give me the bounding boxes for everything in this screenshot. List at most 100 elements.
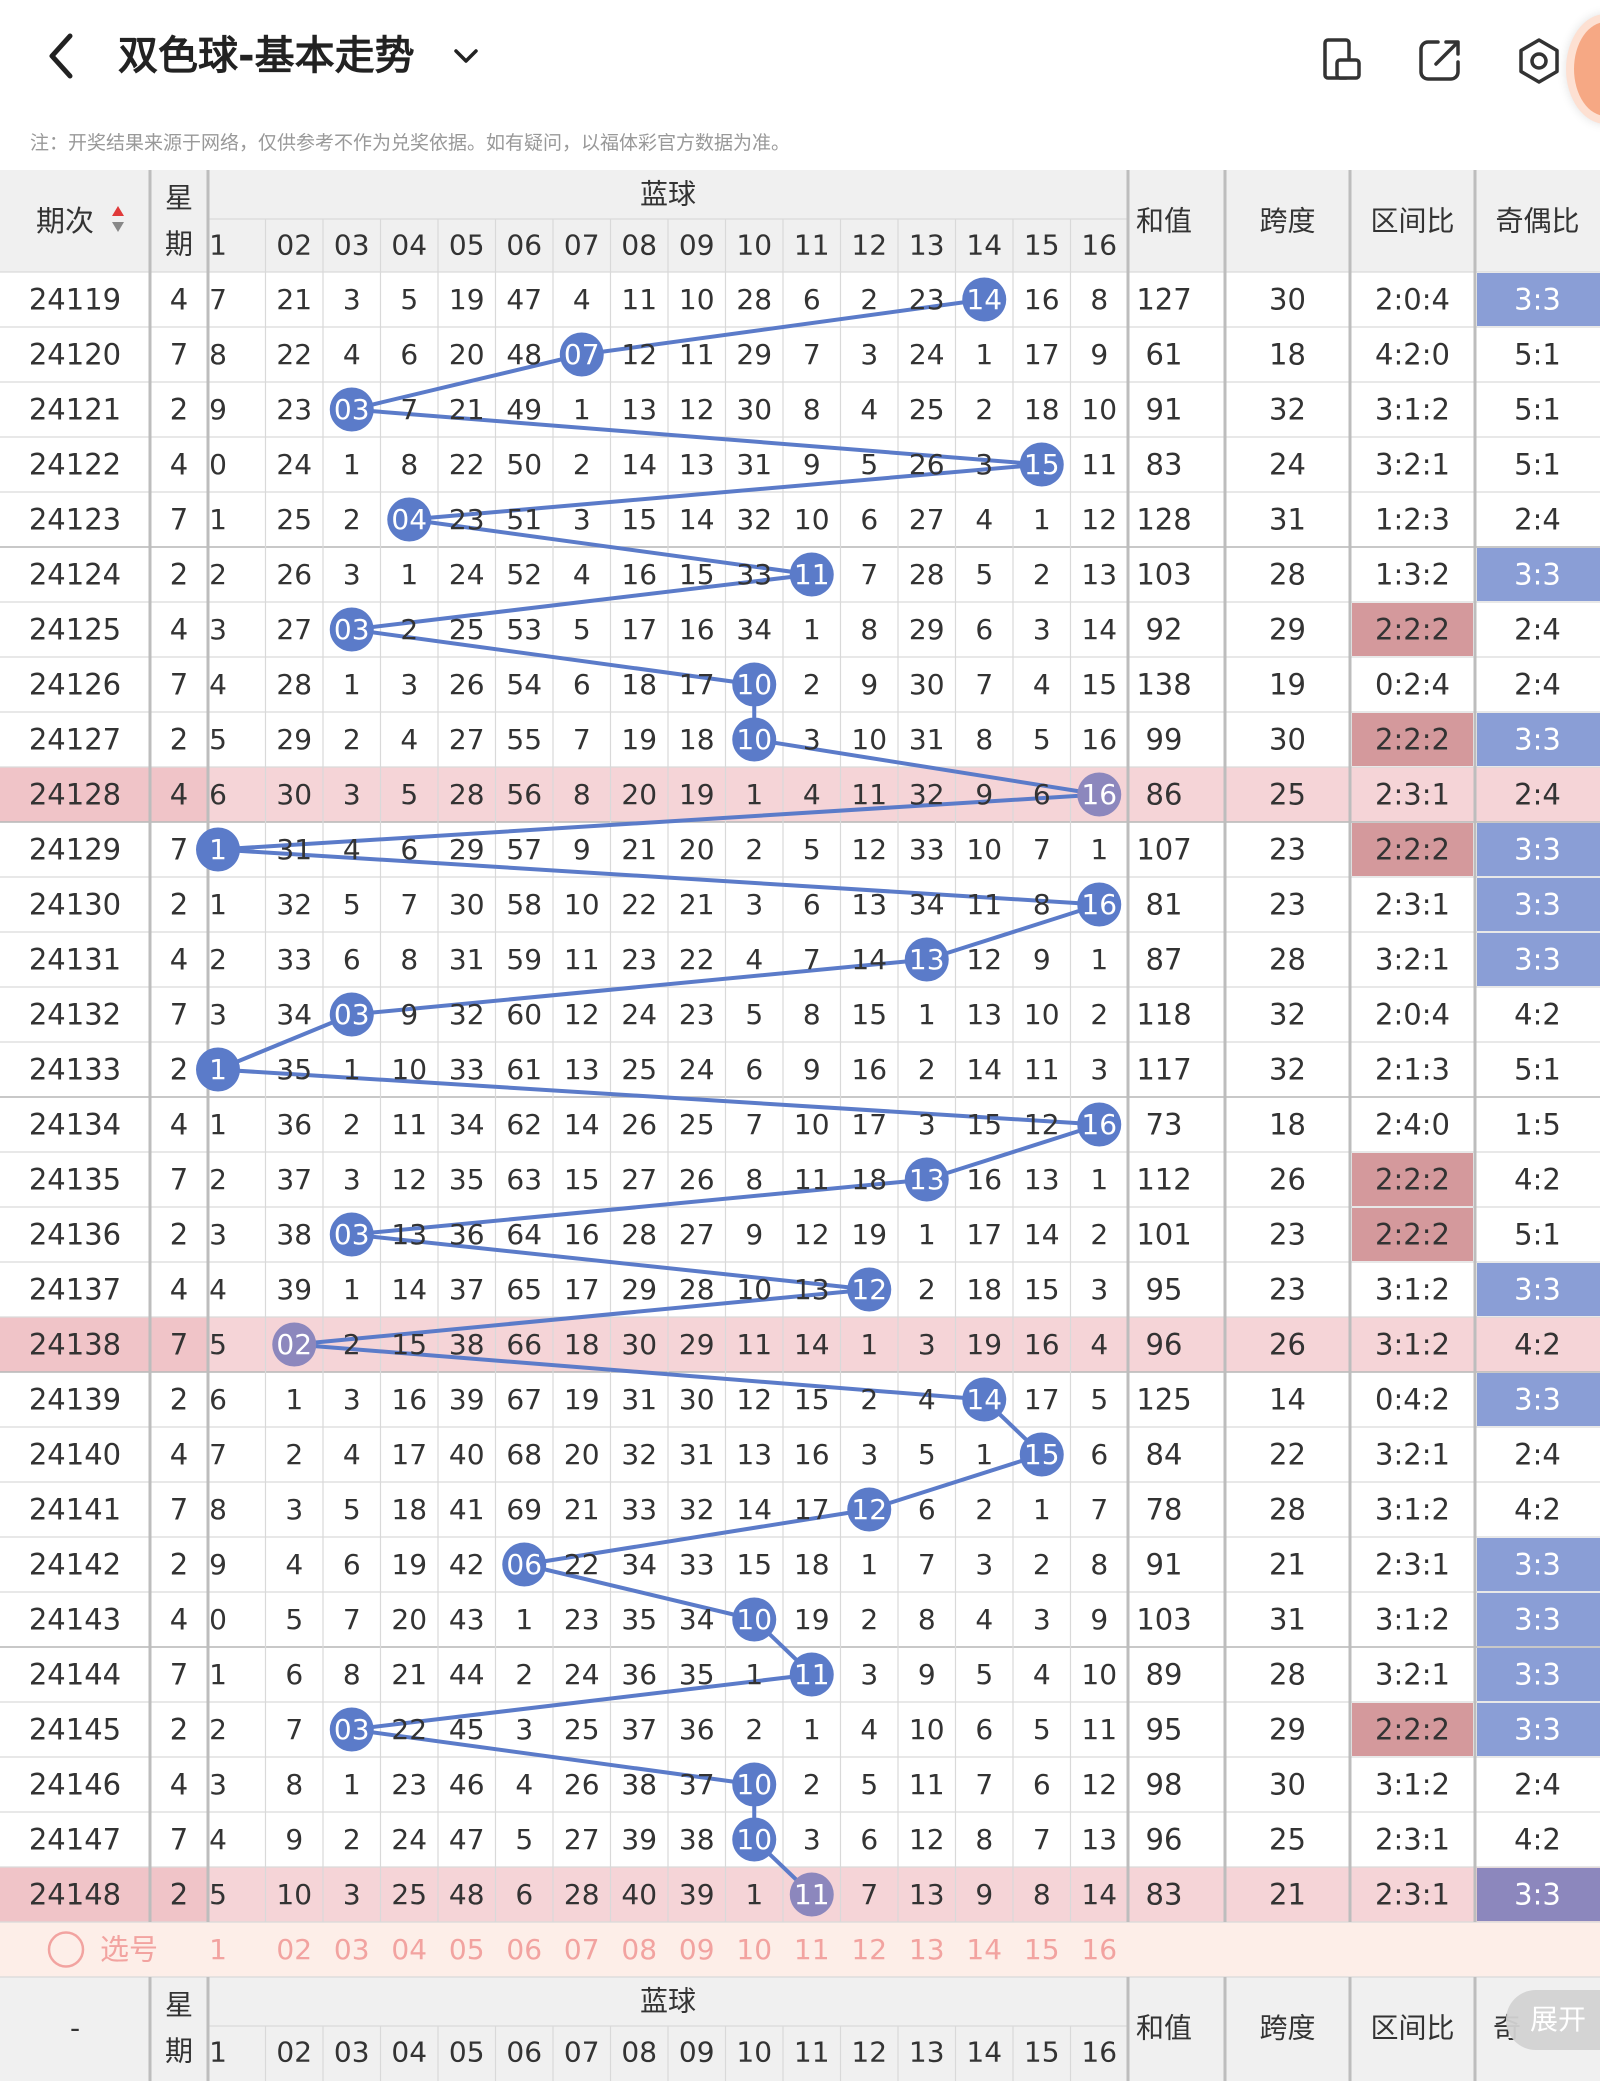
sort-icon[interactable] xyxy=(112,222,124,232)
settings-button[interactable] xyxy=(1512,34,1566,88)
blue-ball-hit-number: 02 xyxy=(276,1328,312,1361)
header-period[interactable]: 期次 xyxy=(36,204,94,238)
period-cell: 24138 xyxy=(29,1328,121,1362)
miss-count-cell: 31 xyxy=(276,833,312,866)
select-blue-number[interactable]: 14 xyxy=(966,1933,1002,1966)
miss-count-cell: 47 xyxy=(506,283,542,316)
span-cell: 14 xyxy=(1269,1383,1306,1417)
miss-count-cell: 9 xyxy=(1090,338,1108,371)
miss-count-cell: 5 xyxy=(803,833,821,866)
miss-count-cell: 2 xyxy=(918,1273,936,1306)
select-blue-number[interactable]: 1 xyxy=(209,1933,227,1966)
miss-count-cell: 5 xyxy=(1090,1383,1108,1416)
blue-ball-hit xyxy=(502,1542,547,1587)
span-cell: 32 xyxy=(1269,393,1306,427)
select-blue-number[interactable]: 10 xyxy=(736,1933,772,1966)
miss-count-cell: 21 xyxy=(621,833,657,866)
select-blue-number[interactable]: 12 xyxy=(851,1933,887,1966)
select-number-label[interactable]: 选号 xyxy=(100,1933,158,1967)
blue-ball-hit xyxy=(962,277,1007,322)
miss-count-cell: 1 xyxy=(1033,1493,1051,1526)
miss-count-cell: 9 xyxy=(400,998,418,1031)
miss-count-cell: 5 xyxy=(343,888,361,921)
title-dropdown-button[interactable] xyxy=(448,38,484,74)
span-cell: 19 xyxy=(1269,668,1306,702)
miss-count-cell: 4 xyxy=(1033,668,1051,701)
select-blue-number[interactable]: 04 xyxy=(391,1933,427,1966)
miss-count-cell: 28 xyxy=(564,1878,600,1911)
blue-ball-hit-number: 11 xyxy=(794,1878,830,1911)
miss-count-cell: 17 xyxy=(391,1438,427,1471)
select-blue-number[interactable]: 03 xyxy=(334,1933,370,1966)
miss-count-cell: 7 xyxy=(860,1878,878,1911)
sort-icon[interactable] xyxy=(112,206,124,216)
miss-count-cell: 5 xyxy=(1033,1713,1051,1746)
miss-count-cell: 7 xyxy=(285,1713,303,1746)
miss-count-cell: 3 xyxy=(860,1658,878,1691)
zone-ratio-cell: 2:2:2 xyxy=(1375,723,1450,757)
miss-count-cell: 13 xyxy=(564,1053,600,1086)
zone-ratio-highlight xyxy=(1352,713,1473,766)
miss-count-cell: 20 xyxy=(391,1603,427,1636)
period-cell: 24120 xyxy=(29,338,121,372)
miss-count-cell: 8 xyxy=(1033,888,1051,921)
select-blue-number[interactable]: 08 xyxy=(621,1933,657,1966)
miss-count-cell: 20 xyxy=(679,833,715,866)
miss-count-cell: 3 xyxy=(918,1108,936,1141)
header-blue-number: 1 xyxy=(209,229,227,262)
select-blue-number[interactable]: 02 xyxy=(276,1933,312,1966)
miss-count-cell: 0 xyxy=(209,448,227,481)
week-cell: 2 xyxy=(170,723,188,757)
period-cell: 24135 xyxy=(29,1163,121,1197)
select-blue-number[interactable]: 11 xyxy=(794,1933,830,1966)
select-blue-number[interactable]: 13 xyxy=(909,1933,945,1966)
select-blue-number[interactable]: 06 xyxy=(506,1933,542,1966)
expand-button[interactable]: 展开 xyxy=(1506,1990,1600,2050)
miss-count-cell: 17 xyxy=(621,613,657,646)
select-blue-number[interactable]: 07 xyxy=(564,1933,600,1966)
miss-count-cell: 1 xyxy=(745,1878,763,1911)
miss-count-cell: 4 xyxy=(400,723,418,756)
miss-count-cell: 19 xyxy=(794,1603,830,1636)
miss-count-cell: 16 xyxy=(1024,283,1060,316)
device-switch-button[interactable] xyxy=(1316,34,1368,86)
miss-count-cell: 19 xyxy=(449,283,485,316)
miss-count-cell: 12 xyxy=(909,1823,945,1856)
oddeven-ratio-cell: 5:1 xyxy=(1514,393,1561,427)
page-title[interactable]: 双色球-基本走势 xyxy=(118,33,415,79)
sum-cell: 91 xyxy=(1146,393,1183,427)
miss-count-cell: 7 xyxy=(860,558,878,591)
miss-count-cell: 1 xyxy=(1090,943,1108,976)
select-radio-icon[interactable] xyxy=(47,1931,85,1968)
miss-count-cell: 10 xyxy=(1081,393,1117,426)
blue-ball-hit-number: 10 xyxy=(736,1823,772,1856)
miss-count-cell: 1 xyxy=(343,448,361,481)
miss-count-cell: 7 xyxy=(1090,1493,1108,1526)
week-cell: 2 xyxy=(170,1383,188,1417)
miss-count-cell: 33 xyxy=(621,1493,657,1526)
miss-count-cell: 24 xyxy=(391,1823,427,1856)
miss-count-cell: 32 xyxy=(736,503,772,536)
miss-count-cell: 6 xyxy=(1090,1438,1108,1471)
miss-count-cell: 6 xyxy=(209,778,227,811)
miss-count-cell: 5 xyxy=(1033,723,1051,756)
miss-count-cell: 3 xyxy=(285,1493,303,1526)
miss-count-cell: 2 xyxy=(803,668,821,701)
miss-count-cell: 18 xyxy=(1024,393,1060,426)
share-button[interactable] xyxy=(1414,34,1466,86)
select-blue-number[interactable]: 05 xyxy=(449,1933,485,1966)
oddeven-ratio-cell: 3:3 xyxy=(1514,1383,1561,1417)
miss-count-cell: 6 xyxy=(745,1053,763,1086)
miss-count-cell: 7 xyxy=(209,283,227,316)
miss-count-cell: 4 xyxy=(209,668,227,701)
period-cell: 24124 xyxy=(29,558,121,592)
select-blue-number[interactable]: 15 xyxy=(1024,1933,1060,1966)
miss-count-cell: 13 xyxy=(909,1878,945,1911)
miss-count-cell: 3 xyxy=(343,1163,361,1196)
select-blue-number[interactable]: 16 xyxy=(1081,1933,1117,1966)
miss-count-cell: 16 xyxy=(966,1163,1002,1196)
miss-count-cell: 52 xyxy=(506,558,542,591)
select-blue-number[interactable]: 09 xyxy=(679,1933,715,1966)
back-button[interactable] xyxy=(36,26,92,86)
sum-cell: 89 xyxy=(1146,1658,1183,1692)
